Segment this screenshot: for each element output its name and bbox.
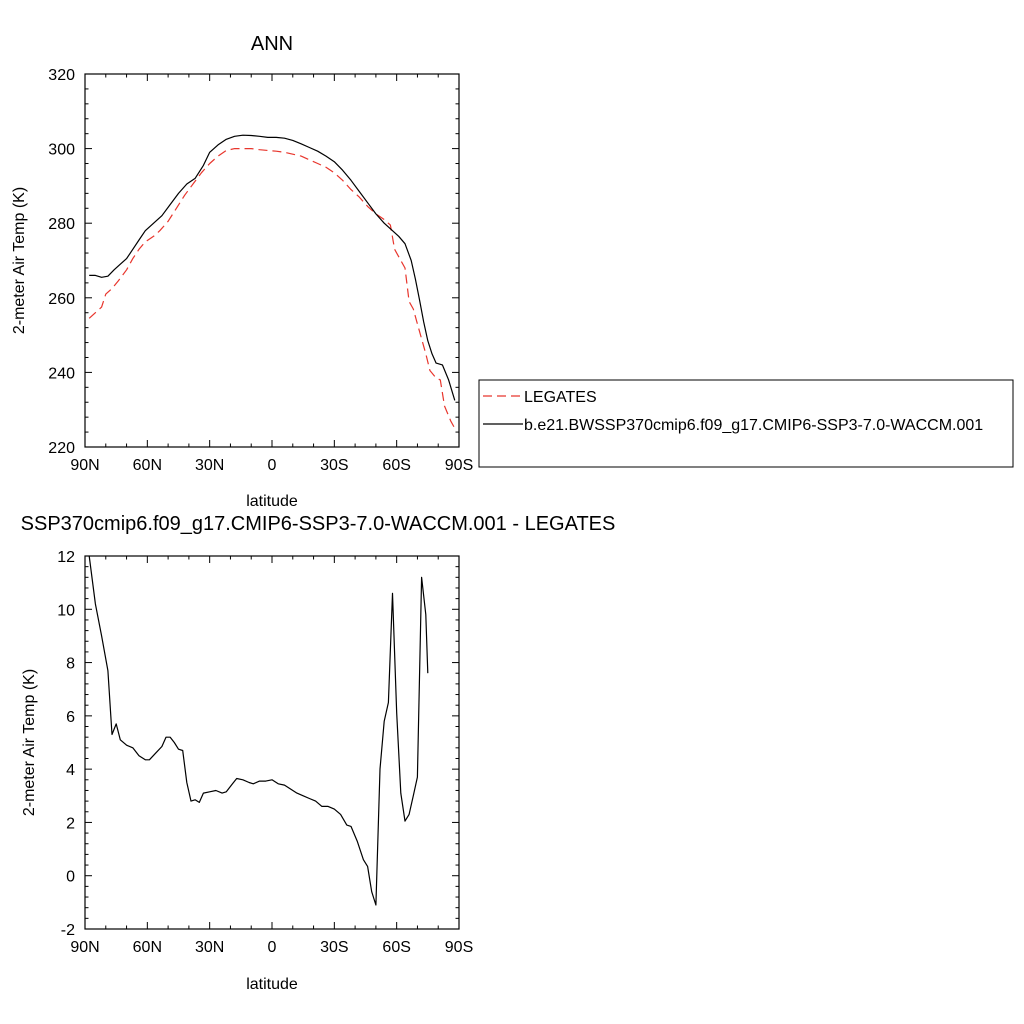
y-tick-label: 0	[66, 869, 75, 886]
x-tick-label: 30S	[320, 457, 348, 474]
x-tick-label: 90N	[70, 457, 99, 474]
x-tick-label: 30N	[195, 457, 224, 474]
y-tick-label: -2	[61, 922, 75, 939]
series-line-1	[89, 134, 456, 401]
chart-title: SSP370cmip6.f09_g17.CMIP6-SSP3-7.0-WACCM…	[21, 513, 616, 535]
y-tick-label: 280	[48, 216, 75, 233]
y-tick-label: 260	[48, 291, 75, 308]
y-tick-label: 12	[57, 549, 75, 566]
top-panel: ANN 90N 60N 30N 0 30S 60S 90S 220 240 260 280 300 320…	[11, 33, 473, 510]
y-tick-label: 6	[66, 709, 75, 726]
x-axis-label: latitude	[246, 493, 298, 510]
x-tick-label: 60N	[133, 457, 162, 474]
legend-label-0: LEGATES	[524, 389, 597, 406]
y-axis-label: 2-meter Air Temp (K)	[21, 669, 38, 816]
x-tick-label: 30S	[320, 939, 348, 956]
y-axis-label: 2-meter Air Temp (K)	[11, 187, 28, 334]
x-tick-label: 60N	[133, 939, 162, 956]
y-tick-label: 240	[48, 365, 75, 382]
plot-frame	[84, 73, 460, 448]
y-tick-label: 4	[66, 762, 75, 779]
bottom-panel: SSP370cmip6.f09_g17.CMIP6-SSP3-7.0-WACCM…	[21, 513, 616, 993]
y-tick-label: 10	[57, 602, 75, 619]
series-line-0	[88, 148, 456, 429]
x-tick-label: 60S	[382, 939, 410, 956]
legend-box	[478, 379, 1014, 468]
x-tick-label: 30N	[195, 939, 224, 956]
x-tick-label: 90N	[70, 939, 99, 956]
y-tick-label: 220	[48, 440, 75, 457]
plot-frame	[84, 555, 460, 930]
x-tick-label: 0	[268, 939, 277, 956]
chart-title: ANN	[251, 33, 293, 55]
x-axis-label: latitude	[246, 976, 298, 993]
x-tick-label: 0	[268, 457, 277, 474]
legend-label-1: b.e21.BWSSP370cmip6.f09_g17.CMIP6-SSP3-7…	[524, 417, 983, 434]
x-tick-label: 60S	[382, 457, 410, 474]
y-tick-label: 2	[66, 815, 75, 832]
legend: LEGATES b.e21.BWSSP370cmip6.f09_g17.CMIP6…	[478, 379, 1014, 468]
x-tick-label: 90S	[445, 457, 473, 474]
y-tick-label: 8	[66, 656, 75, 673]
y-tick-label: 320	[48, 67, 75, 84]
series-line-0	[88, 555, 429, 906]
y-tick-label: 300	[48, 142, 75, 159]
x-tick-label: 90S	[445, 939, 473, 956]
